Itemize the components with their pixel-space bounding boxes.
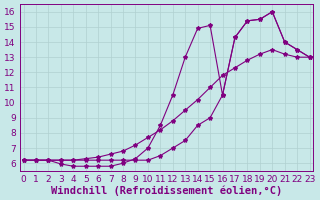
X-axis label: Windchill (Refroidissement éolien,°C): Windchill (Refroidissement éolien,°C) [51,185,282,196]
